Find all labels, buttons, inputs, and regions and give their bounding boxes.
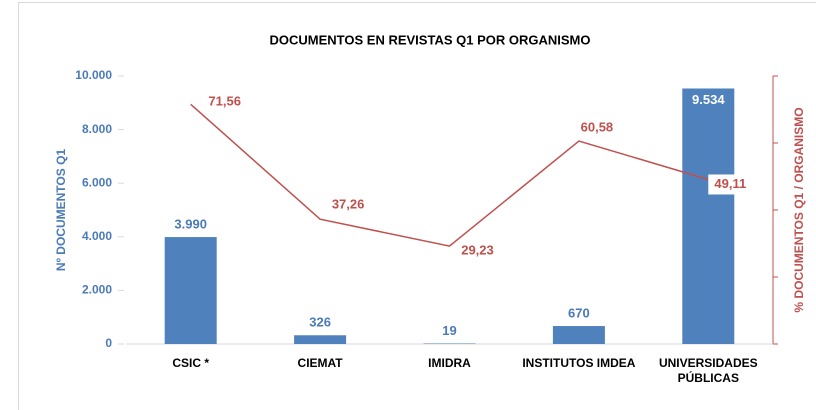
y-tick-label: 4.000 <box>82 229 112 243</box>
y-tick-label: 8.000 <box>82 122 112 136</box>
x-tick-label: IMIDRA <box>428 356 471 370</box>
bar <box>682 88 735 344</box>
bar <box>552 326 605 344</box>
x-tick-label: UNIVERSIDADES PÚBLICAS <box>658 356 758 385</box>
y-tick-label: 6.000 <box>82 175 112 189</box>
bar-value-label: 326 <box>309 315 331 330</box>
chart-title: DOCUMENTOS EN REVISTAS Q1 POR ORGANISMO <box>270 32 591 47</box>
line-series <box>190 103 709 247</box>
y-tick-label: 10.000 <box>75 68 112 82</box>
y2-axis-title: % DOCUMENTOS Q1 / ORGANISMO <box>792 107 806 312</box>
line-value-label: 29,23 <box>461 243 494 258</box>
chart-border <box>18 2 816 410</box>
line-value-label: 49,11 <box>714 176 746 191</box>
bar <box>423 343 476 344</box>
bar-value-label: 670 <box>568 305 590 320</box>
bar <box>164 237 217 344</box>
line-value-label: 60,58 <box>581 119 614 134</box>
line-value-label: 71,56 <box>208 94 241 109</box>
line-value-label: 37,26 <box>332 197 365 212</box>
y-tick-label: 2.000 <box>82 283 112 297</box>
x-tick-label: INSTITUTOS IMDEA <box>522 356 636 370</box>
x-tick-label: CIEMAT <box>297 356 343 370</box>
y-tick-label: 0 <box>105 336 112 350</box>
x-tick-label: CSIC * <box>172 356 210 370</box>
bar <box>294 335 347 344</box>
bar-value-label: 19 <box>442 323 456 338</box>
label-background <box>708 174 753 195</box>
bar-value-label: 9.534 <box>692 92 725 107</box>
y-axis-title: Nº DOCUMENTOS Q1 <box>54 149 68 272</box>
bar-value-label: 3.990 <box>174 217 207 232</box>
